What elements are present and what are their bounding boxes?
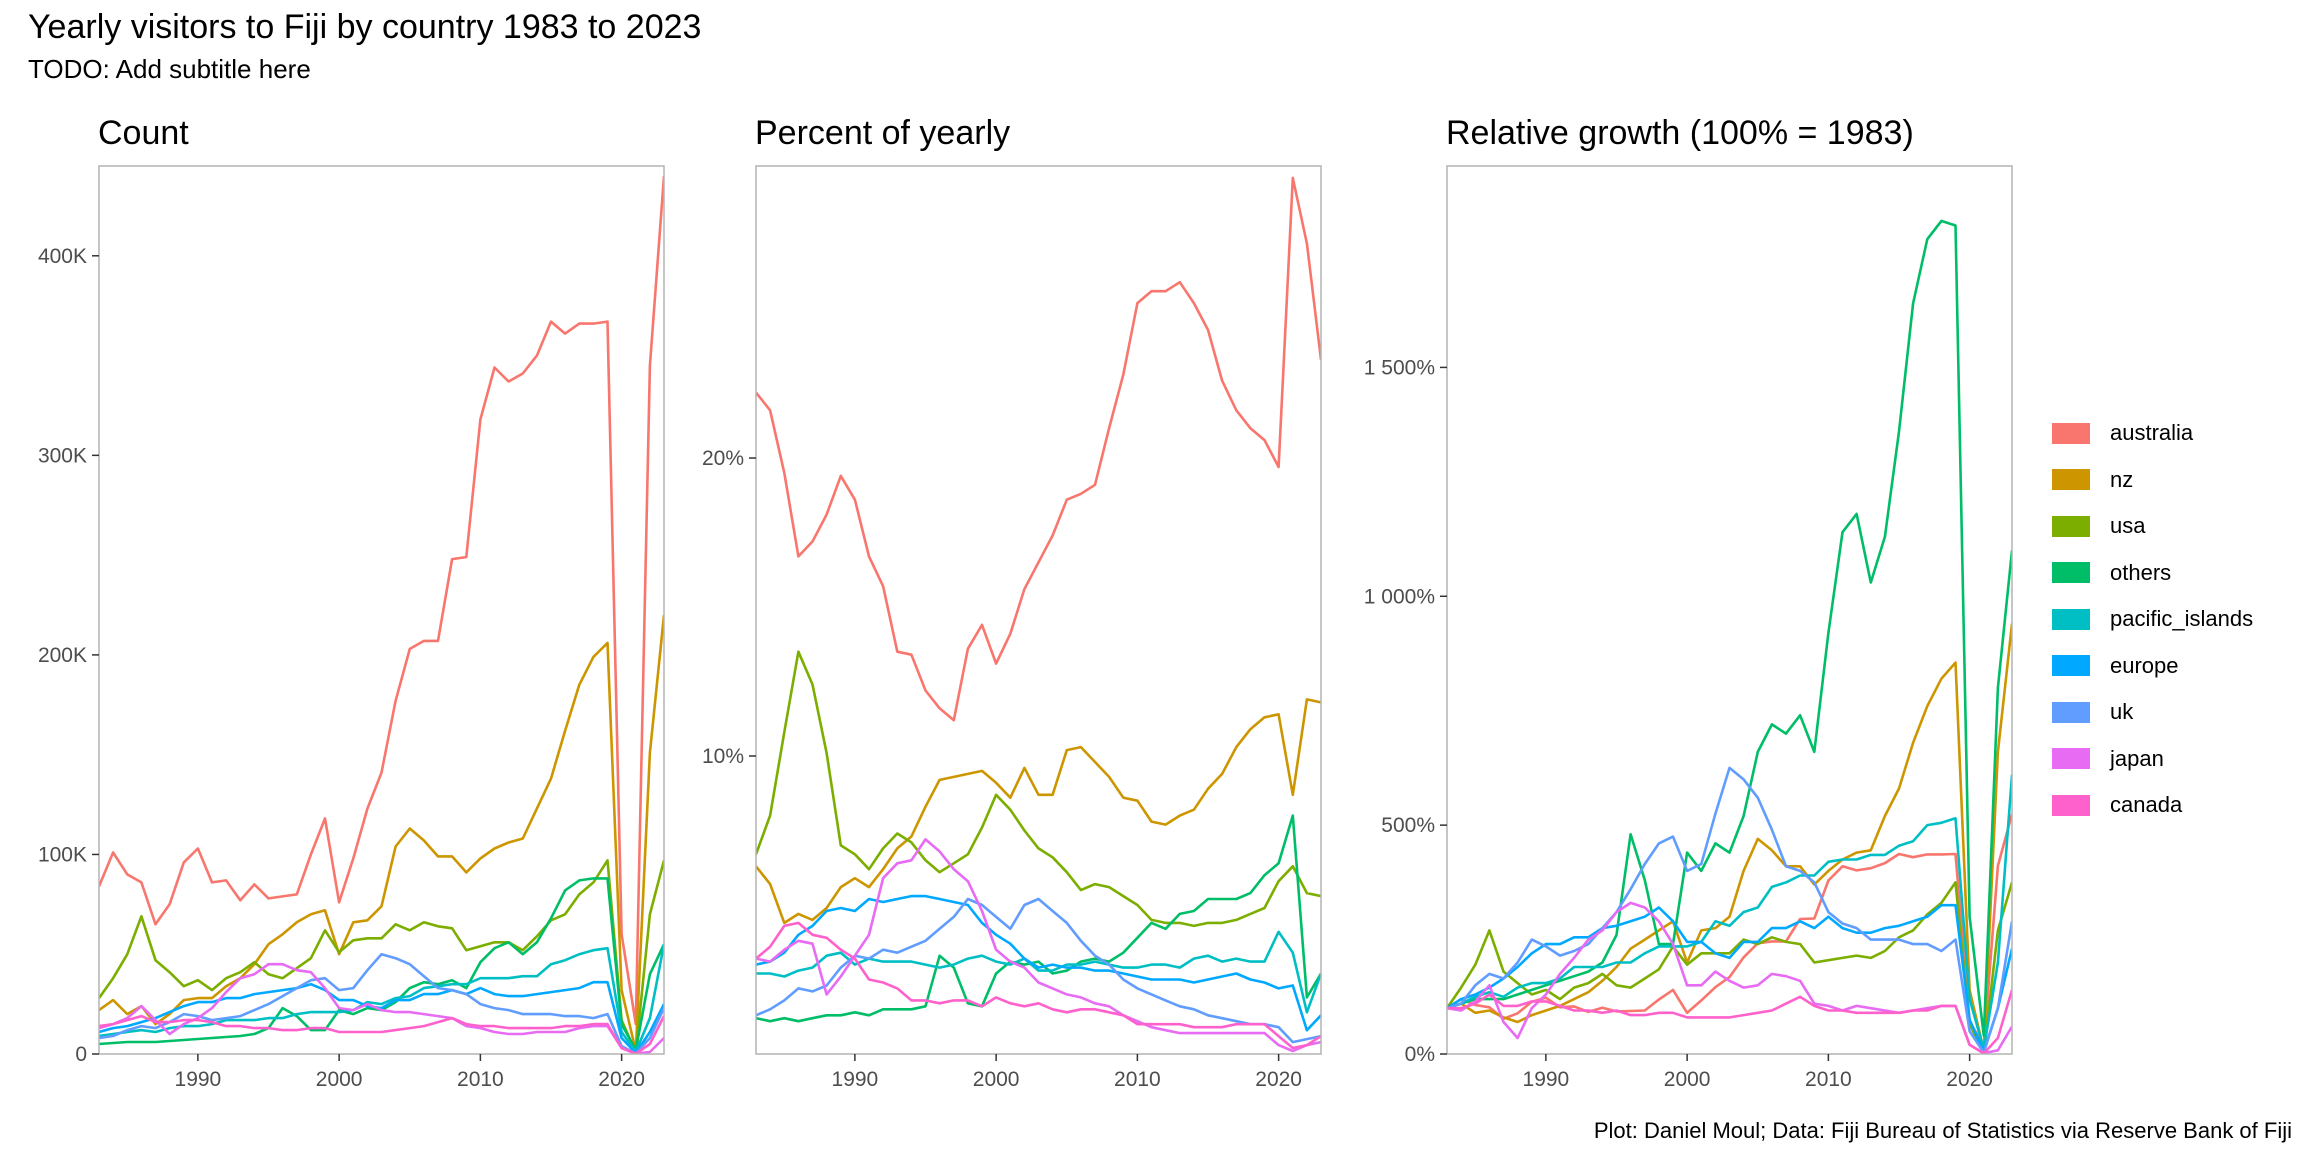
legend-item-uk: uk <box>2052 689 2253 736</box>
panel-border <box>1446 165 2013 1055</box>
series-line-nz <box>756 698 1321 925</box>
x-tick-label: 2000 <box>1664 1068 1711 1091</box>
series-lines <box>756 176 1321 1053</box>
legend-label: canada <box>2110 792 2183 818</box>
series-line-pacific_islands <box>1447 774 2012 1051</box>
x-tick-label: 2000 <box>316 1068 363 1091</box>
series-line-uk <box>756 897 1321 1044</box>
series-line-australia <box>756 176 1321 722</box>
series-line-japan <box>756 838 1321 1053</box>
x-tick-label: 2000 <box>973 1068 1020 1091</box>
x-tick-label: 1990 <box>832 1068 879 1091</box>
legend-item-others: others <box>2052 550 2253 597</box>
legend-item-europe: europe <box>2052 643 2253 690</box>
y-tick-label: 300K <box>38 444 87 467</box>
series-line-usa <box>99 859 664 1054</box>
legend-item-usa: usa <box>2052 503 2253 550</box>
series-line-usa <box>756 650 1321 928</box>
plot-title: Yearly visitors to Fiji by country 1983 … <box>28 8 702 46</box>
series-line-australia <box>99 175 664 1026</box>
panel-border <box>98 165 665 1055</box>
panel-title: Count <box>98 114 189 152</box>
series-line-nz <box>99 614 664 1053</box>
legend-item-australia: australia <box>2052 410 2253 457</box>
legend-label: europe <box>2110 652 2179 678</box>
series-lines <box>1447 219 2012 1054</box>
series-line-others <box>756 814 1321 1023</box>
x-tick-label: 2010 <box>1114 1068 1161 1091</box>
legend-key <box>2052 655 2090 677</box>
legend-key <box>2052 515 2090 537</box>
series-line-usa <box>1447 881 2012 1054</box>
legend-label: nz <box>2110 466 2134 492</box>
panel-title: Percent of yearly <box>755 114 1010 152</box>
y-tick-label: 400K <box>38 245 87 268</box>
x-tick-label: 2020 <box>598 1068 645 1091</box>
x-tick-label: 2020 <box>1255 1068 1302 1091</box>
series-line-uk <box>99 952 664 1054</box>
y-tick-label: 500% <box>1381 814 1435 837</box>
legend-key <box>2052 748 2090 770</box>
legend-label: pacific_islands <box>2110 606 2254 632</box>
series-line-europe <box>1447 903 2012 1053</box>
panel-2: Percent of yearly 1990 2000 2010 2020 10% 20% <box>702 114 1322 1091</box>
legend-item-pacific_islands: pacific_islands <box>2052 596 2253 643</box>
legend-key <box>2052 562 2090 584</box>
y-tick-label: 20% <box>702 447 744 470</box>
y-tick-label: 100K <box>38 843 87 866</box>
y-tick-label: 10% <box>702 745 744 768</box>
panel-border <box>755 165 1322 1055</box>
series-line-europe <box>756 894 1321 1032</box>
x-tick-label: 2010 <box>1805 1068 1852 1091</box>
legend-label: others <box>2110 559 2172 585</box>
x-tick-label: 1990 <box>175 1068 222 1091</box>
legend-item-canada: canada <box>2052 782 2253 829</box>
legend-key <box>2052 422 2090 444</box>
series-line-canada <box>99 1014 664 1054</box>
legend-item-nz: nz <box>2052 457 2253 504</box>
legend-key <box>2052 608 2090 630</box>
legend-label: usa <box>2110 513 2146 539</box>
series-line-pacific_islands <box>756 930 1321 1014</box>
series-line-pacific_islands <box>99 943 664 1054</box>
series-lines <box>99 175 664 1054</box>
legend-key <box>2052 794 2090 816</box>
series-line-canada <box>1447 989 2012 1054</box>
series-line-europe <box>99 980 664 1054</box>
series-line-canada <box>756 921 1321 1050</box>
series-line-nz <box>1447 623 2012 1052</box>
legend-item-japan: japan <box>2052 736 2253 783</box>
x-tick-label: 2010 <box>457 1068 504 1091</box>
series-line-others <box>1447 219 2012 1037</box>
legend-label: uk <box>2110 699 2134 725</box>
y-tick-label: 1 000% <box>1364 585 1435 608</box>
y-tick-label: 1 500% <box>1364 356 1435 379</box>
caption: Plot: Daniel Moul; Data: Fiji Bureau of … <box>1593 1118 2292 1143</box>
y-tick-label: 0 <box>75 1043 87 1066</box>
y-tick-label: 200K <box>38 644 87 667</box>
legend-key <box>2052 469 2090 491</box>
series-line-uk <box>1447 766 2012 1054</box>
x-tick-label: 1990 <box>1523 1068 1570 1091</box>
legend-label: japan <box>2110 745 2164 771</box>
legend-key <box>2052 701 2090 723</box>
panel-1: Count 1990 2000 2010 2020 0 100K 200K 300K 400K <box>38 114 665 1091</box>
plot-subtitle: TODO: Add subtitle here <box>28 54 311 84</box>
panel-3: Relative growth (100% = 1983) 1990 2000 201… <box>1364 114 2013 1091</box>
x-tick-label: 2020 <box>1946 1068 1993 1091</box>
y-tick-label: 0% <box>1405 1043 1435 1066</box>
legend-label: australia <box>2110 420 2194 446</box>
panel-title: Relative growth (100% = 1983) <box>1446 114 1914 152</box>
